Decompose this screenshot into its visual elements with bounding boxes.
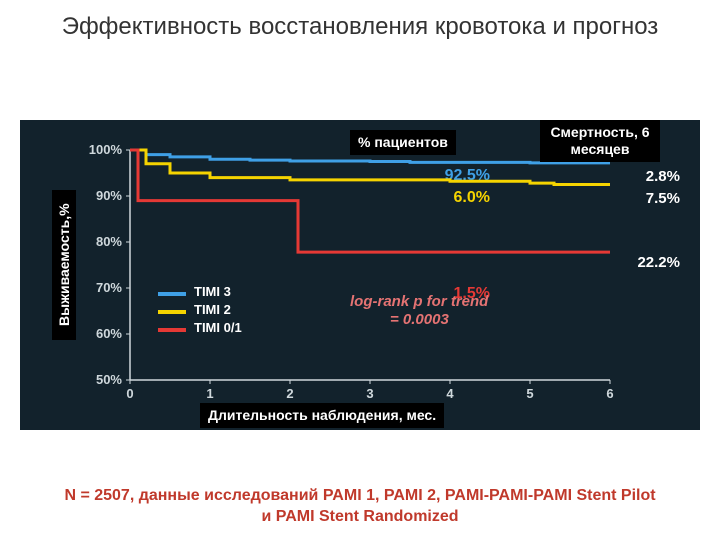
svg-text:6: 6 <box>606 386 613 401</box>
svg-text:7.5%: 7.5% <box>646 190 680 207</box>
x-axis-label: Длительность наблюдения, мес. <box>200 403 444 428</box>
svg-text:100%: 100% <box>89 142 123 157</box>
svg-text:22.2%: 22.2% <box>637 254 680 271</box>
svg-text:6.0%: 6.0% <box>454 189 490 206</box>
y-axis-label: Выживаемость,% <box>52 190 76 340</box>
chart-svg: 50%60%70%80%90%100%012345692.5%2.8%6.0%7… <box>20 120 700 430</box>
svg-text:4: 4 <box>446 386 454 401</box>
svg-text:5: 5 <box>526 386 533 401</box>
page-title: Эффективность восстановления кровотока и… <box>0 0 720 46</box>
svg-text:TIMI 2: TIMI 2 <box>194 302 231 317</box>
svg-text:log-rank p for trend: log-rank p for trend <box>350 293 489 310</box>
header-mortality-6mo: Смертность, 6 месяцев <box>540 120 660 162</box>
svg-text:2: 2 <box>286 386 293 401</box>
survival-chart: 50%60%70%80%90%100%012345692.5%2.8%6.0%7… <box>20 120 700 430</box>
svg-text:50%: 50% <box>96 372 122 387</box>
svg-text:3: 3 <box>366 386 373 401</box>
slide: Эффективность восстановления кровотока и… <box>0 0 720 540</box>
svg-text:2.8%: 2.8% <box>646 168 680 185</box>
svg-text:80%: 80% <box>96 234 122 249</box>
svg-text:70%: 70% <box>96 280 122 295</box>
svg-text:90%: 90% <box>96 188 122 203</box>
svg-text:TIMI 3: TIMI 3 <box>194 284 231 299</box>
caption-text: N = 2507, данные исследований PAMI 1, PA… <box>0 486 720 528</box>
svg-text:= 0.0003: = 0.0003 <box>390 311 449 328</box>
header-pct-patients: % пациентов <box>350 130 456 155</box>
svg-text:1: 1 <box>206 386 213 401</box>
svg-text:0: 0 <box>126 386 133 401</box>
svg-text:TIMI 0/1: TIMI 0/1 <box>194 320 242 335</box>
svg-text:60%: 60% <box>96 326 122 341</box>
